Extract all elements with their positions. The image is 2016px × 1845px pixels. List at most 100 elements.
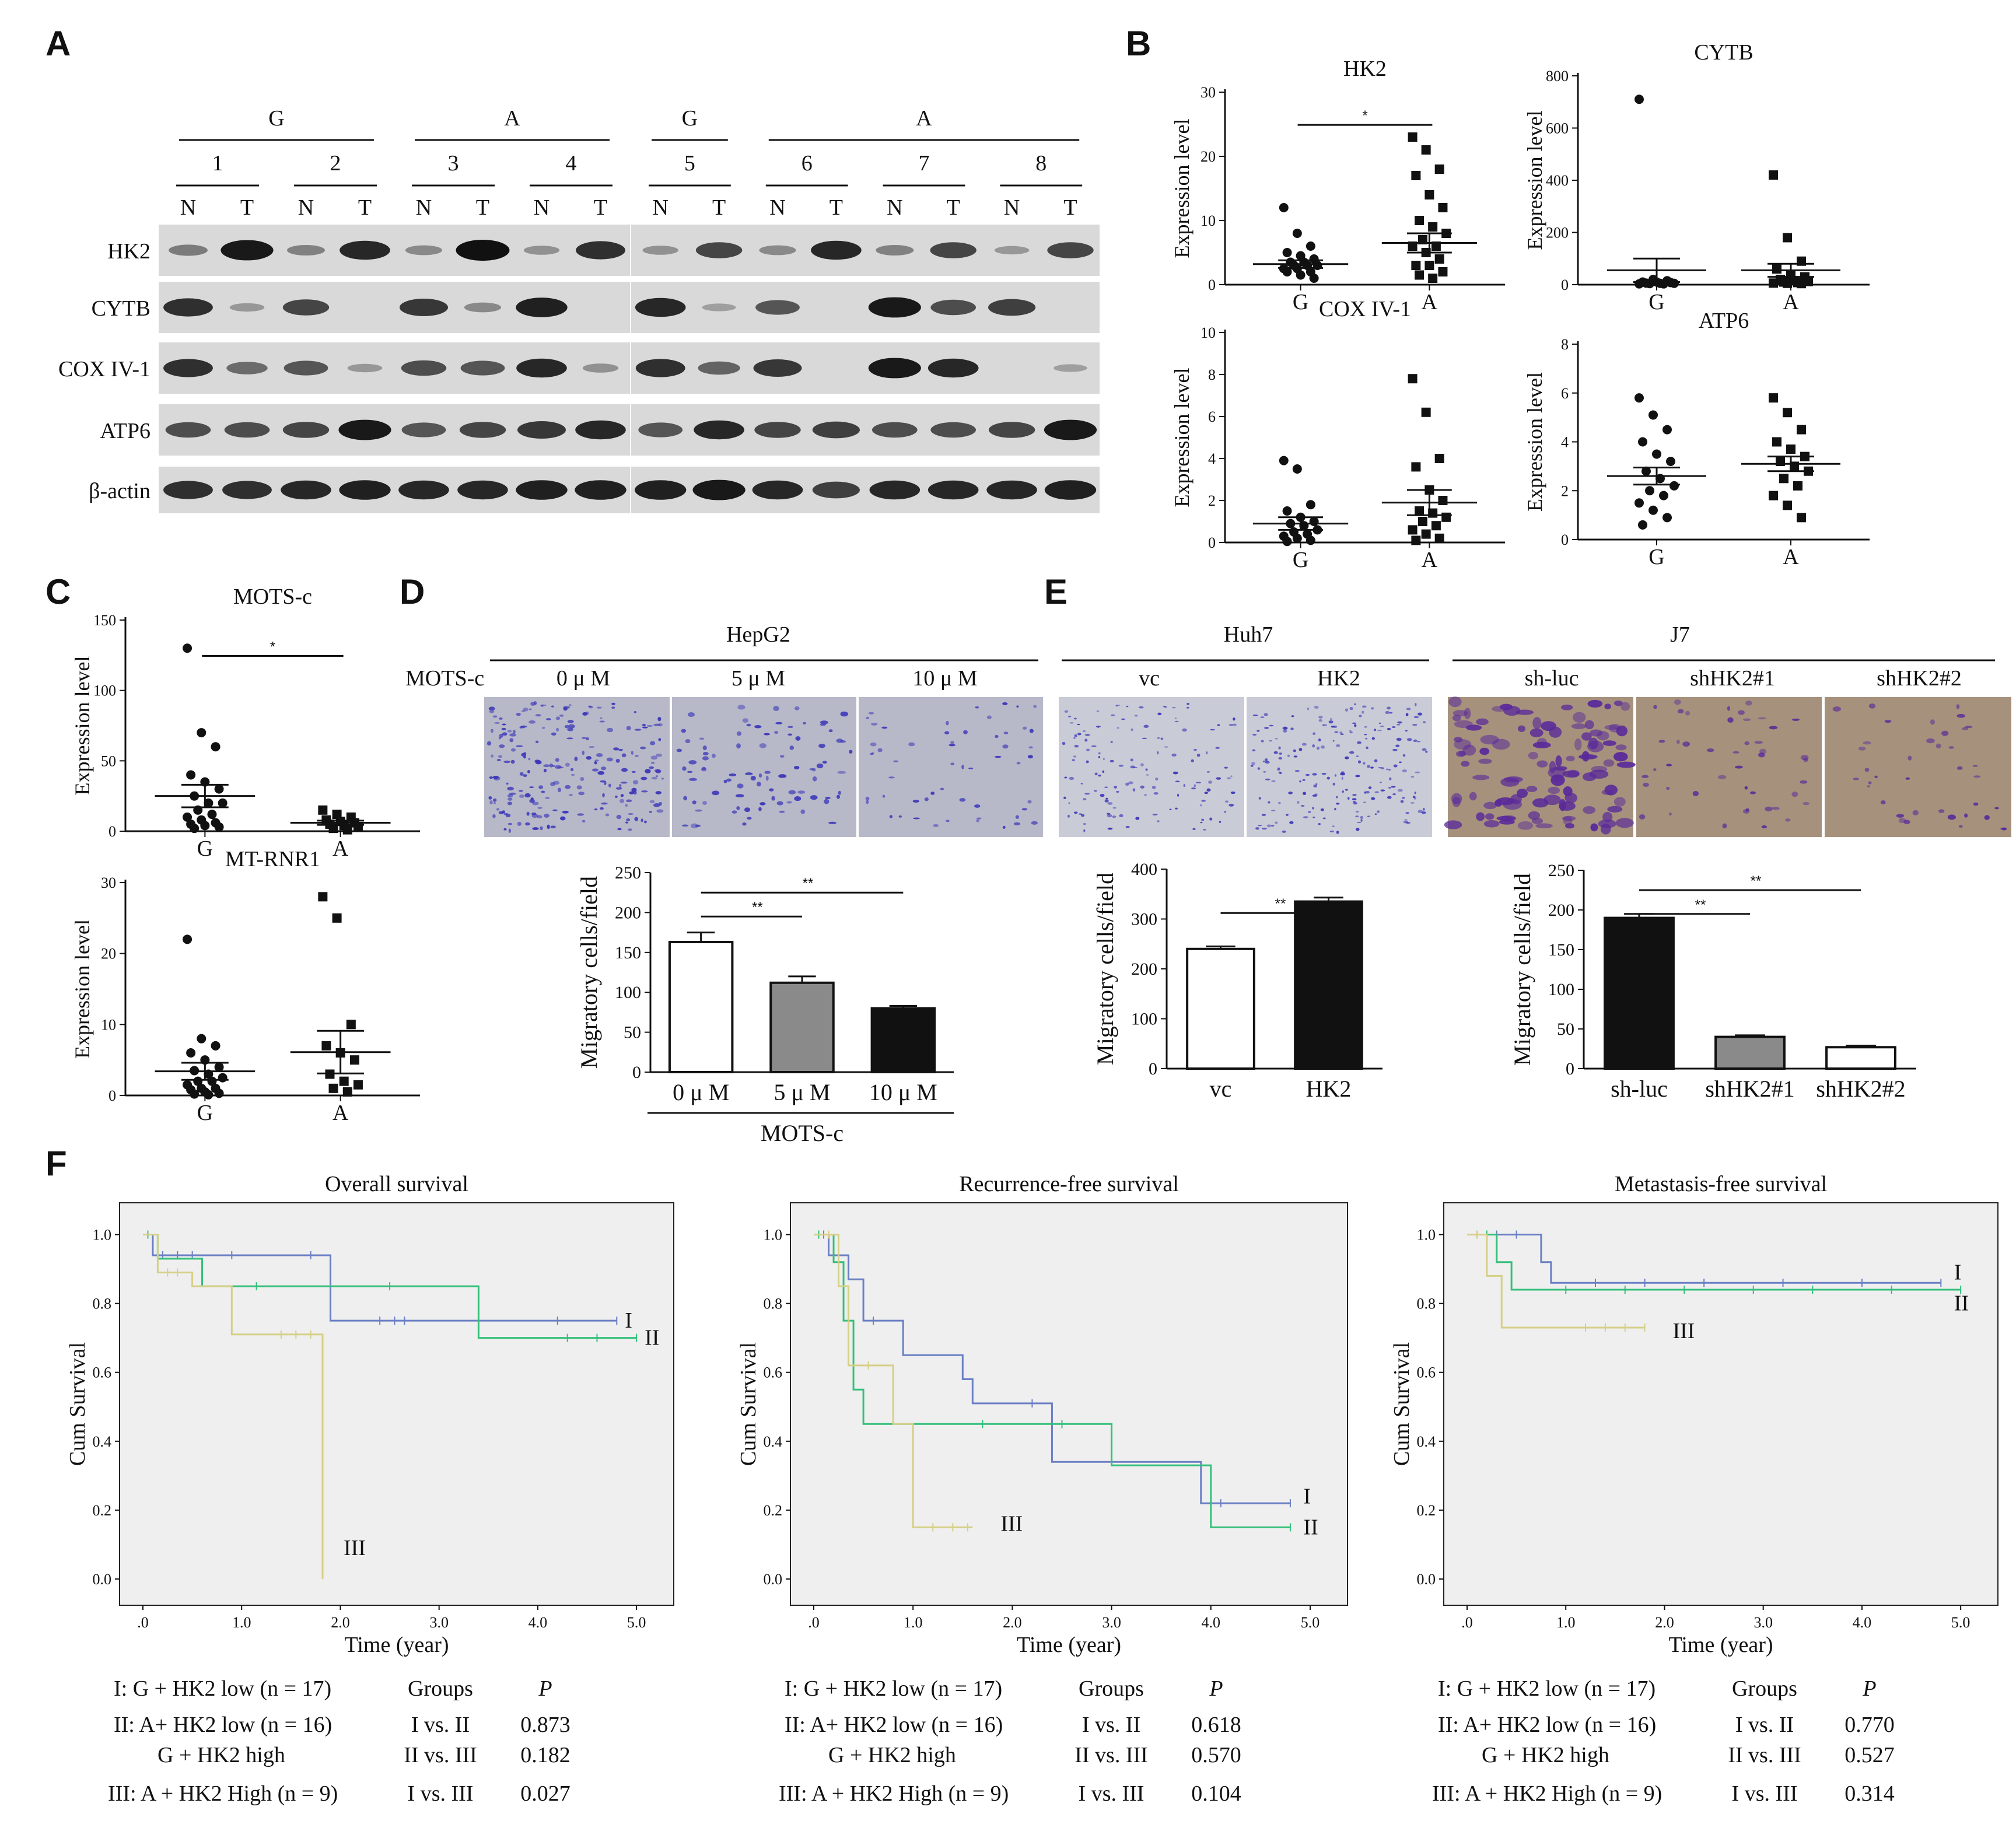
- data-point-square: [1438, 496, 1448, 505]
- migrated-cell: [1499, 703, 1513, 710]
- migrated-cell: [569, 793, 573, 796]
- migrated-cell: [1357, 760, 1362, 764]
- legend-comparison: I vs. III: [1079, 1781, 1144, 1806]
- migrated-cell: [1905, 777, 1910, 780]
- migrated-cell: [1077, 733, 1082, 736]
- migrated-cell: [924, 797, 929, 801]
- migrated-cell: [1800, 755, 1809, 761]
- migrated-cell: [736, 731, 742, 736]
- migrated-cell: [1363, 801, 1367, 803]
- migrated-cell: [1615, 818, 1634, 828]
- migrated-cell: [1483, 801, 1497, 810]
- migrated-cell: [1334, 725, 1338, 728]
- migrated-cell: [594, 761, 597, 765]
- legend-p-value: 0.618: [1191, 1713, 1241, 1737]
- migrated-cell: [1230, 775, 1233, 777]
- migrated-cell: [543, 769, 547, 772]
- migrated-cell: [1413, 716, 1419, 719]
- chart-title: COX IV-1: [1319, 297, 1411, 321]
- y-tick-label: 8: [1561, 336, 1569, 353]
- migrated-cell: [526, 811, 530, 816]
- x-tick-label: .0: [1461, 1614, 1473, 1631]
- migrated-cell: [1100, 793, 1105, 797]
- migrated-cell: [836, 794, 841, 799]
- migrated-cell: [601, 802, 608, 805]
- migrated-cell: [615, 787, 622, 790]
- panel-label-e: E: [1044, 572, 1068, 611]
- migrated-cell: [642, 726, 648, 729]
- migrated-cell: [528, 758, 531, 761]
- migrated-cell: [1202, 828, 1206, 831]
- migrated-cell: [1377, 730, 1382, 731]
- migrated-cell: [1258, 797, 1261, 800]
- migrated-cell: [736, 743, 741, 749]
- migrated-cell: [498, 755, 503, 758]
- migrated-cell: [649, 766, 654, 769]
- migrated-cell: [794, 706, 800, 710]
- migrated-cell: [1853, 778, 1860, 780]
- migrated-cell: [742, 822, 747, 826]
- migrated-cell: [736, 806, 740, 810]
- migrated-cell: [501, 727, 506, 730]
- migrated-cell: [1134, 715, 1138, 717]
- migrated-cell: [1341, 776, 1343, 780]
- migrated-cell: [1532, 717, 1542, 730]
- migrated-cell: [1761, 825, 1768, 829]
- migrated-cell: [487, 741, 492, 746]
- migrated-cell: [1264, 758, 1268, 762]
- hepg2-header: HepG2 MOTS-c 0 μ M 5 μ M 10 μ M: [405, 622, 1038, 691]
- blot-band: [1054, 364, 1087, 372]
- data-point-square: [1421, 529, 1431, 539]
- blot-band: [930, 242, 977, 258]
- data-point-circle: [183, 934, 192, 944]
- legend-comparison: I vs. II: [411, 1713, 470, 1737]
- migrated-cell: [1169, 808, 1172, 810]
- migrated-cell: [1073, 717, 1077, 720]
- migrated-cell: [1956, 704, 1960, 709]
- migrated-cell: [1072, 759, 1075, 761]
- migrated-cell: [1074, 734, 1077, 737]
- migrated-cell: [1164, 706, 1167, 708]
- migrated-cell: [1183, 784, 1186, 787]
- migrated-cell: [1121, 718, 1125, 720]
- migrated-cell: [1744, 741, 1750, 745]
- y-axis-label: Migratory cells/field: [1509, 873, 1535, 1066]
- migrated-cell: [1345, 756, 1349, 759]
- legend-comparison: I vs. III: [1732, 1781, 1798, 1806]
- migrated-cell: [1926, 738, 1935, 744]
- migrated-cell: [1287, 754, 1290, 757]
- migrated-cell: [1972, 765, 1978, 767]
- migrated-cell: [535, 740, 539, 744]
- migrated-cell: [866, 800, 869, 804]
- migrated-cell: [535, 714, 541, 717]
- migrated-cell: [995, 734, 999, 738]
- migrated-cell: [577, 813, 584, 816]
- micrograph-image: [1059, 697, 1244, 837]
- migrated-cell: [552, 809, 558, 811]
- migrated-cell: [1307, 811, 1311, 813]
- data-point-square: [1434, 533, 1444, 543]
- migrated-cell: [1604, 703, 1611, 710]
- migrated-cell: [1676, 740, 1680, 744]
- migrated-cell: [578, 792, 585, 796]
- bar: [668, 941, 734, 1073]
- migrated-cell: [1312, 816, 1315, 818]
- migrated-cell: [1260, 716, 1265, 718]
- blot-band: [169, 244, 208, 256]
- migrated-cell: [1322, 817, 1326, 820]
- migrated-cell: [1256, 729, 1260, 732]
- micrograph-image: [672, 697, 856, 837]
- migrated-cell: [1749, 791, 1756, 794]
- significance-mark: **: [1695, 897, 1706, 913]
- migrated-cell: [1363, 762, 1366, 765]
- blot-band: [516, 358, 567, 378]
- x-tick-label: 1.0: [904, 1614, 923, 1631]
- migrated-cell: [699, 737, 705, 740]
- y-axis-label: Expression level: [1523, 372, 1546, 512]
- migrated-cell: [1406, 738, 1412, 741]
- bar-chart-huh7: 0 100 200 300 400 Migratory cells/field vc HK2 *…: [1092, 860, 1382, 1102]
- migrated-cell: [912, 800, 920, 803]
- migrated-cell: [649, 811, 652, 813]
- lane-label-t: T: [830, 195, 843, 220]
